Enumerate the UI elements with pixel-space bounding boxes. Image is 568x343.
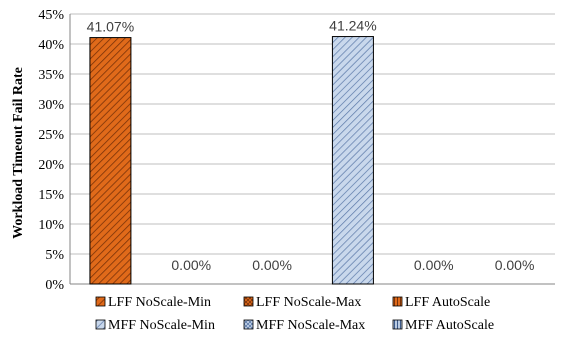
legend-swatch xyxy=(392,296,403,307)
legend-swatch xyxy=(243,319,254,330)
bars xyxy=(89,36,374,285)
y-axis-label: Workload Timeout Fail Rate xyxy=(11,67,26,239)
data-label: 0.00% xyxy=(414,257,454,273)
legend: LFF NoScale-Min LFF NoScale-Max LFF AutoSc… xyxy=(95,295,494,333)
data-label: 41.07% xyxy=(87,19,134,35)
legend-label: LFF AutoScale xyxy=(405,295,490,310)
legend-label: MFF NoScale-Min xyxy=(108,318,215,333)
legend-label: MFF NoScale-Max xyxy=(256,318,365,333)
bar-mff-noscale-min xyxy=(331,36,374,285)
y-axis: 0% 5% 10% 15% 20% 25% 30% 35% 40% 45% xyxy=(38,8,555,293)
data-label: 0.00% xyxy=(495,257,535,273)
gridlines xyxy=(70,13,555,285)
y-tick-label: 30% xyxy=(38,98,64,113)
y-tick-label: 25% xyxy=(38,128,64,143)
legend-label: LFF NoScale-Min xyxy=(108,295,211,310)
legend-swatch xyxy=(243,296,254,307)
y-tick-label: 40% xyxy=(38,38,64,53)
y-tick-label: 20% xyxy=(38,158,64,173)
data-label: 0.00% xyxy=(171,257,211,273)
legend-swatch xyxy=(392,319,403,330)
y-tick-label: 10% xyxy=(38,218,64,233)
legend-label: MFF AutoScale xyxy=(405,318,494,333)
y-tick-label: 35% xyxy=(38,68,64,83)
y-tick-label: 15% xyxy=(38,188,64,203)
legend-swatch xyxy=(95,296,106,307)
y-tick-label: 0% xyxy=(45,278,64,293)
y-tick-label: 5% xyxy=(45,248,64,263)
data-labels: 41.07% 0.00% 0.00% 41.24% 0.00% 0.00% xyxy=(87,18,535,273)
data-label: 41.24% xyxy=(329,18,376,34)
legend-label: LFF NoScale-Max xyxy=(256,295,361,310)
y-tick-label: 45% xyxy=(38,8,64,23)
bar-lff-noscale-min xyxy=(89,37,132,285)
legend-swatch xyxy=(95,319,106,330)
data-label: 0.00% xyxy=(252,257,292,273)
